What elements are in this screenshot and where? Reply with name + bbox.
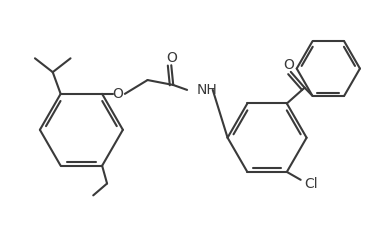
Text: NH: NH [197,83,218,97]
Text: Cl: Cl [305,177,318,191]
Text: O: O [112,87,124,101]
Text: O: O [166,51,177,65]
Text: O: O [283,58,294,72]
